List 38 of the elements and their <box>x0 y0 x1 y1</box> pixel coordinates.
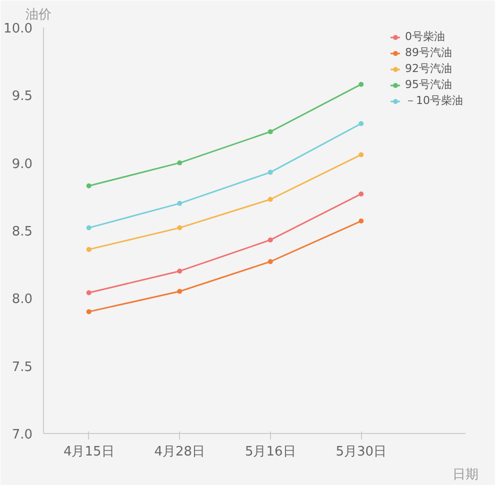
legend-label: 89号汽油 <box>405 45 452 60</box>
x-tick-label: 5月16日 <box>244 444 296 460</box>
point <box>177 268 182 274</box>
point <box>177 225 182 230</box>
point <box>358 191 364 196</box>
legend-label: －10号柴油 <box>405 93 463 108</box>
y-tick-label: 8.5 <box>12 224 33 240</box>
legend-label: 95号汽油 <box>405 77 452 92</box>
point <box>268 237 273 242</box>
point <box>268 170 273 175</box>
point <box>86 309 92 314</box>
point <box>177 200 182 206</box>
y-tick-label: 7.5 <box>12 360 33 375</box>
point <box>86 290 92 296</box>
point <box>86 246 92 252</box>
y-axis-title: 油价 <box>26 8 52 22</box>
point <box>268 259 273 264</box>
y-tick-label: 9.5 <box>12 89 33 104</box>
y-tick-label: 7.0 <box>12 428 33 442</box>
y-tick-label: 8.0 <box>12 292 33 308</box>
point <box>358 121 364 126</box>
legend-label: 92号汽油 <box>405 61 452 76</box>
y-tick-label: 10.0 <box>4 22 33 36</box>
point <box>268 196 273 202</box>
legend-label: 0号柴油 <box>405 29 445 44</box>
point <box>86 183 92 188</box>
x-tick-label: 4月15日 <box>63 444 114 460</box>
x-tick-label: 5月30日 <box>336 444 387 460</box>
x-tick-label: 4月28日 <box>154 444 206 460</box>
point <box>358 152 364 158</box>
point <box>358 82 364 87</box>
point <box>86 225 92 230</box>
point <box>177 288 182 294</box>
y-tick-label: 9.0 <box>12 156 33 172</box>
x-axis-title: 日期 <box>452 468 478 482</box>
point <box>268 129 273 134</box>
point <box>177 160 182 166</box>
point <box>358 218 364 224</box>
